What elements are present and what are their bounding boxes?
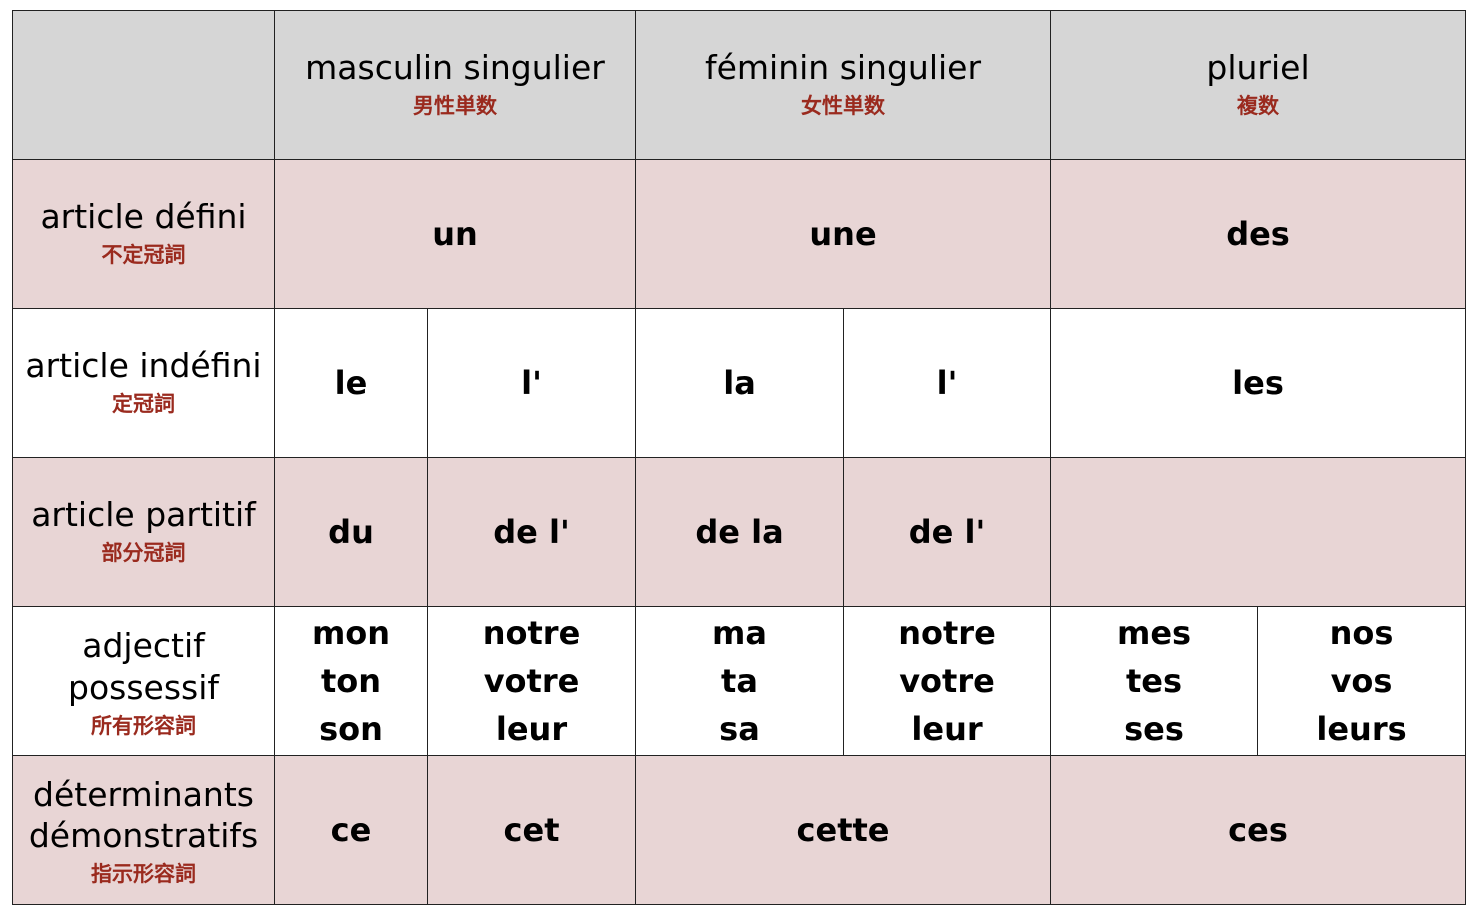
label-jp: 部分冠詞: [101, 540, 186, 566]
cell: ce: [274, 755, 428, 905]
value: les: [1232, 364, 1284, 402]
cell: les: [1050, 308, 1467, 458]
determiners-table: masculin singulier 男性単数 féminin singulier…: [12, 10, 1467, 905]
value: ce: [330, 811, 372, 849]
label-fr: déterminants: [33, 774, 254, 814]
value: mes: [1116, 614, 1192, 652]
cell: l': [842, 308, 1052, 458]
row-article-partitif: article partitif 部分冠詞 du de l' de la de l…: [12, 457, 1467, 607]
label-fr: article indéfini: [25, 345, 262, 385]
row-determinants-demonstratifs: déterminants démonstratifs 指示形容詞 ce cet ce…: [12, 755, 1467, 905]
value: notre: [898, 614, 996, 652]
value: vos: [1330, 662, 1393, 700]
value: sa: [719, 710, 760, 748]
label-jp: 指示形容詞: [91, 861, 196, 887]
value: l': [936, 364, 958, 402]
row-label: adjectif possessif 所有形容詞: [12, 606, 275, 756]
value: une: [809, 215, 877, 253]
cell: ces: [1050, 755, 1467, 905]
value: leur: [911, 710, 983, 748]
cell: de la: [635, 457, 844, 607]
header-fr: pluriel: [1206, 47, 1310, 87]
value: l': [521, 364, 542, 402]
value: leurs: [1316, 710, 1407, 748]
corner-cell: [12, 10, 275, 160]
cell: de l': [842, 457, 1052, 607]
value: cette: [796, 811, 890, 849]
label-fr: adjectif: [82, 625, 205, 665]
cell: ma ta sa: [635, 606, 844, 756]
value: la: [723, 364, 756, 402]
cell: cette: [634, 755, 1052, 905]
value: mon: [311, 614, 391, 652]
row-article-indefini: article indéfini 定冠詞 le l' la l' les: [12, 308, 1467, 458]
cell: de l': [427, 457, 636, 607]
value: ta: [721, 662, 758, 700]
header-feminin: féminin singulier 女性単数: [634, 10, 1052, 160]
header-fr: masculin singulier: [305, 47, 605, 87]
header-pluriel: pluriel 複数: [1050, 10, 1467, 160]
value: ses: [1124, 710, 1184, 748]
value: leur: [495, 710, 568, 748]
row-adjectif-possessif: adjectif possessif 所有形容詞 mon ton son notre vo…: [12, 606, 1467, 756]
cell: la: [635, 308, 844, 458]
header-masculin: masculin singulier 男性単数: [274, 10, 636, 160]
value: un: [432, 215, 478, 253]
value: de la: [695, 513, 784, 551]
value: de l': [493, 513, 570, 551]
value: le: [334, 364, 368, 402]
cell: mon ton son: [274, 606, 428, 756]
value: ton: [320, 662, 382, 700]
value: ces: [1228, 811, 1288, 849]
cell: un: [274, 159, 636, 309]
value: son: [319, 710, 383, 748]
cell: des: [1050, 159, 1467, 309]
cell: l': [427, 308, 636, 458]
label-fr: article partitif: [31, 494, 256, 534]
value: votre: [483, 662, 580, 700]
row-label: déterminants démonstratifs 指示形容詞: [12, 755, 275, 905]
header-jp: 複数: [1237, 93, 1280, 119]
row-label: article indéfini 定冠詞: [12, 308, 275, 458]
cell: cet: [427, 755, 636, 905]
value: notre: [482, 614, 581, 652]
value: ma: [712, 614, 767, 652]
cell: nos vos leurs: [1257, 606, 1467, 756]
header-jp: 女性単数: [801, 93, 885, 119]
label-jp: 所有形容詞: [91, 713, 196, 739]
cell: notre votre leur: [427, 606, 636, 756]
value: tes: [1125, 662, 1183, 700]
label-fr: possessif: [68, 667, 219, 707]
header-fr: féminin singulier: [704, 47, 982, 87]
row-label: article partitif 部分冠詞: [12, 457, 275, 607]
header-row: masculin singulier 男性単数 féminin singulier…: [12, 10, 1467, 160]
cell: le: [274, 308, 428, 458]
cell: notre votre leur: [842, 606, 1052, 756]
cell: une: [634, 159, 1052, 309]
value: des: [1226, 215, 1290, 253]
value: votre: [899, 662, 995, 700]
empty-cell: [1050, 457, 1467, 607]
row-label: article défini 不定冠詞: [12, 159, 275, 309]
label-jp: 不定冠詞: [101, 242, 186, 268]
label-fr: article défini: [40, 196, 247, 236]
label-fr: démonstratifs: [28, 815, 259, 855]
cell: du: [274, 457, 428, 607]
cell: mes tes ses: [1050, 606, 1259, 756]
value: du: [328, 513, 374, 551]
label-jp: 定冠詞: [112, 391, 175, 417]
value: nos: [1329, 614, 1394, 652]
header-jp: 男性単数: [413, 93, 497, 119]
value: cet: [503, 811, 560, 849]
row-article-defini: article défini 不定冠詞 un une des: [12, 159, 1467, 309]
value: de l': [908, 513, 986, 551]
